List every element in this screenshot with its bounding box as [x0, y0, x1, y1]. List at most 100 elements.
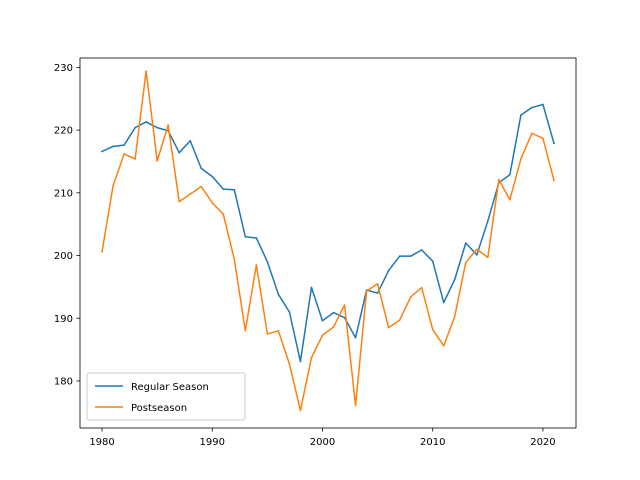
- data-point: [321, 319, 324, 322]
- data-point: [453, 315, 456, 318]
- data-point: [487, 220, 489, 222]
- data-point: [189, 139, 192, 142]
- data-point: [542, 137, 544, 140]
- data-point: [343, 316, 346, 319]
- data-point: [376, 292, 379, 294]
- data-point: [134, 126, 136, 129]
- y-tick-label: 220: [54, 126, 73, 137]
- data-point: [310, 286, 313, 289]
- data-point: [255, 237, 258, 239]
- data-point: [189, 193, 192, 195]
- x-tick-label: 1980: [89, 437, 114, 448]
- data-point: [101, 150, 103, 153]
- data-point: [277, 293, 280, 296]
- data-point: [498, 178, 500, 181]
- data-point: [266, 333, 269, 335]
- data-point: [288, 363, 291, 365]
- data-point: [542, 103, 544, 106]
- data-point: [211, 202, 214, 204]
- data-point: [365, 290, 368, 293]
- series-line-1: [101, 70, 555, 412]
- data-point: [398, 255, 401, 257]
- data-point: [531, 106, 533, 109]
- x-tick-label: 2000: [310, 437, 335, 448]
- data-point: [310, 356, 313, 359]
- data-point: [211, 175, 214, 178]
- data-point: [398, 319, 401, 321]
- data-point: [387, 326, 390, 329]
- y-tick-label: 200: [54, 251, 73, 262]
- axes-layer: 1980 1990 2000 2010 2020 180 190 200 210 220 230: [54, 57, 577, 448]
- data-point: [332, 311, 335, 314]
- data-point: [442, 301, 445, 304]
- data-point: [431, 328, 434, 331]
- data-point: [200, 185, 203, 188]
- data-point: [354, 404, 357, 407]
- data-point: [332, 326, 335, 328]
- data-point: [299, 360, 302, 363]
- data-point: [553, 179, 555, 182]
- data-point: [464, 261, 467, 264]
- data-point: [299, 409, 302, 412]
- data-point: [509, 198, 511, 201]
- data-point: [233, 258, 236, 261]
- data-point: [464, 242, 467, 244]
- data-point: [343, 304, 346, 306]
- x-tick-label: 2010: [420, 437, 445, 448]
- data-point: [244, 235, 247, 238]
- data-point: [354, 336, 357, 339]
- data-point: [167, 124, 169, 126]
- data-point: [531, 132, 533, 135]
- y-tick-label: 180: [54, 377, 73, 388]
- legend-box: [86, 372, 246, 421]
- data-point: [156, 126, 158, 129]
- y-tick-label: 190: [54, 314, 73, 325]
- data-point: [145, 70, 147, 72]
- data-point: [487, 256, 489, 259]
- data-point: [156, 160, 158, 162]
- data-point: [233, 188, 236, 191]
- data-point: [553, 142, 555, 145]
- y-tick-label: 210: [54, 188, 73, 199]
- data-point: [453, 278, 456, 281]
- data-point: [409, 296, 412, 298]
- data-point: [123, 153, 125, 155]
- data-point: [101, 250, 103, 253]
- x-tick-label: 1990: [200, 437, 225, 448]
- data-point: [178, 151, 180, 154]
- data-point: [277, 330, 280, 332]
- data-point: [222, 188, 225, 190]
- data-point: [134, 158, 136, 160]
- x-tick-label: 2020: [530, 437, 555, 448]
- data-point: [321, 334, 324, 336]
- data-point: [420, 286, 423, 289]
- legend: Regular Season Postseason: [86, 372, 246, 421]
- series-line-0: [101, 103, 555, 363]
- data-point: [200, 167, 203, 170]
- legend-label: Regular Season: [131, 382, 209, 393]
- data-point: [178, 200, 180, 203]
- data-point: [244, 330, 247, 332]
- data-point: [255, 264, 258, 266]
- data-point: [520, 158, 522, 160]
- legend-label: Postseason: [131, 403, 187, 414]
- data-point: [409, 255, 412, 257]
- data-point: [222, 213, 225, 215]
- data-point: [476, 248, 478, 251]
- data-point: [520, 114, 522, 116]
- axes-frame: [79, 57, 577, 429]
- data-point: [420, 249, 423, 251]
- series-layer: [101, 70, 555, 412]
- data-point: [387, 269, 390, 272]
- data-point: [266, 261, 269, 263]
- data-point: [431, 260, 434, 262]
- data-point: [123, 144, 125, 146]
- data-point: [112, 145, 114, 148]
- data-point: [476, 254, 478, 256]
- data-point: [288, 311, 291, 313]
- y-tick-label: 230: [54, 63, 73, 74]
- plot-area: [80, 58, 576, 428]
- data-point: [112, 185, 114, 187]
- data-point: [509, 173, 511, 176]
